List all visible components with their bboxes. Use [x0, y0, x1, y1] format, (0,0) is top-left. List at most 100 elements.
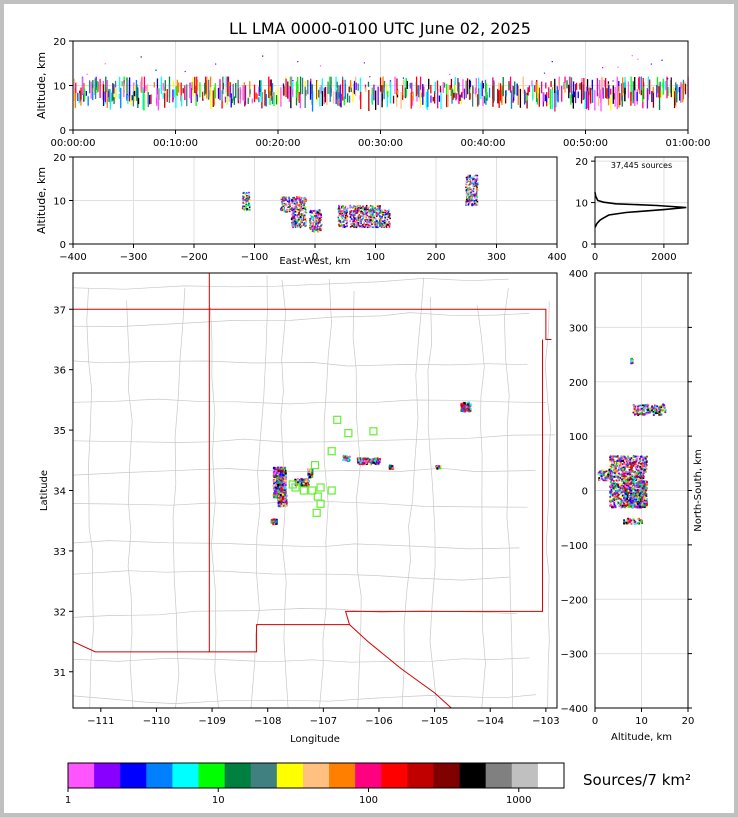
station-marker: [288, 480, 297, 489]
source-mark: [396, 78, 398, 96]
source-mark: [376, 207, 379, 210]
source-mark: [358, 208, 360, 210]
source-mark: [603, 478, 606, 480]
source-mark: [465, 189, 468, 192]
station-marker: [299, 486, 308, 495]
source-mark: [478, 88, 480, 105]
source-mark: [606, 476, 609, 479]
source-mark: [617, 498, 619, 501]
source-mark: [273, 92, 275, 106]
source-mark: [285, 196, 288, 199]
source-mark: [533, 87, 535, 99]
source-mark: [638, 499, 640, 502]
source-mark: [658, 410, 661, 413]
source-mark: [579, 83, 581, 90]
source-mark: [631, 506, 634, 508]
source-mark: [299, 216, 302, 219]
source-mark: [343, 454, 346, 457]
source-mark: [313, 213, 316, 215]
source-mark: [291, 224, 294, 227]
source-mark: [363, 457, 366, 460]
source-mark: [375, 461, 378, 464]
source-mark: [473, 200, 476, 202]
source-mark: [92, 80, 94, 89]
source-mark: [636, 474, 639, 477]
source-mark: [278, 490, 281, 493]
source-mark: [297, 209, 299, 211]
source-mark: [304, 218, 306, 221]
source-mark: [319, 229, 321, 231]
source-mark: [625, 473, 627, 476]
source-mark: [386, 212, 389, 214]
source-mark: [623, 522, 626, 525]
source-mark: [311, 221, 314, 224]
source-mark: [645, 504, 648, 507]
source-mark: [634, 478, 637, 481]
source-mark: [292, 201, 295, 204]
source-mark: [296, 208, 298, 211]
source-mark: [650, 407, 653, 409]
source-mark: [349, 211, 352, 214]
source-mark: [272, 523, 275, 526]
source-mark: [465, 189, 468, 191]
source-mark: [124, 85, 126, 91]
source-mark: [629, 487, 631, 490]
source-mark: [619, 483, 622, 485]
source-mark: [387, 212, 390, 214]
source-mark: [404, 87, 407, 99]
source-mark: [378, 217, 381, 220]
source-mark: [315, 218, 318, 220]
source-mark: [406, 81, 408, 89]
source-mark: [609, 474, 611, 477]
source-mark: [326, 86, 328, 106]
source-mark: [642, 475, 645, 478]
source-mark: [634, 410, 637, 413]
source-mark: [244, 194, 247, 196]
source-mark: [419, 76, 422, 95]
source-mark: [367, 207, 369, 209]
source-mark: [388, 226, 391, 228]
source-mark: [477, 182, 479, 184]
source-mark: [386, 222, 389, 224]
source-mark: [291, 198, 293, 201]
source-mark: [625, 465, 628, 468]
source-mark: [545, 82, 547, 89]
source-mark: [184, 85, 186, 101]
source-mark: [371, 207, 374, 210]
source-mark: [315, 210, 318, 212]
source-mark: [622, 478, 625, 481]
source-mark: [556, 86, 558, 101]
source-mark: [610, 470, 613, 472]
source-mark: [345, 214, 347, 217]
source-mark: [353, 224, 356, 227]
source-mark: [621, 504, 624, 507]
source-mark: [657, 410, 660, 413]
source-mark: [630, 470, 633, 473]
source-mark: [379, 77, 382, 92]
source-mark: [632, 456, 635, 458]
source-mark: [320, 84, 322, 94]
source-mark: [471, 180, 474, 182]
source-mark: [365, 462, 368, 465]
source-mark: [613, 503, 616, 506]
source-mark: [379, 224, 382, 227]
source-mark: [217, 87, 220, 99]
source-mark: [284, 488, 287, 491]
source-mark: [623, 466, 626, 469]
source-mark: [640, 488, 642, 491]
source-mark: [627, 471, 630, 474]
source-mark: [337, 216, 340, 219]
source-mark: [637, 462, 640, 464]
source-mark: [451, 94, 453, 104]
source-mark: [632, 504, 634, 506]
colorbar-swatch: [172, 763, 199, 788]
source-mark: [621, 92, 623, 107]
source-mark: [274, 472, 277, 475]
source-mark: [623, 486, 626, 489]
source-mark: [358, 220, 361, 222]
source-mark: [284, 498, 287, 501]
source-mark: [642, 458, 645, 461]
source-mark: [639, 483, 642, 486]
source-mark: [109, 89, 111, 110]
colorbar-swatch: [381, 763, 408, 788]
